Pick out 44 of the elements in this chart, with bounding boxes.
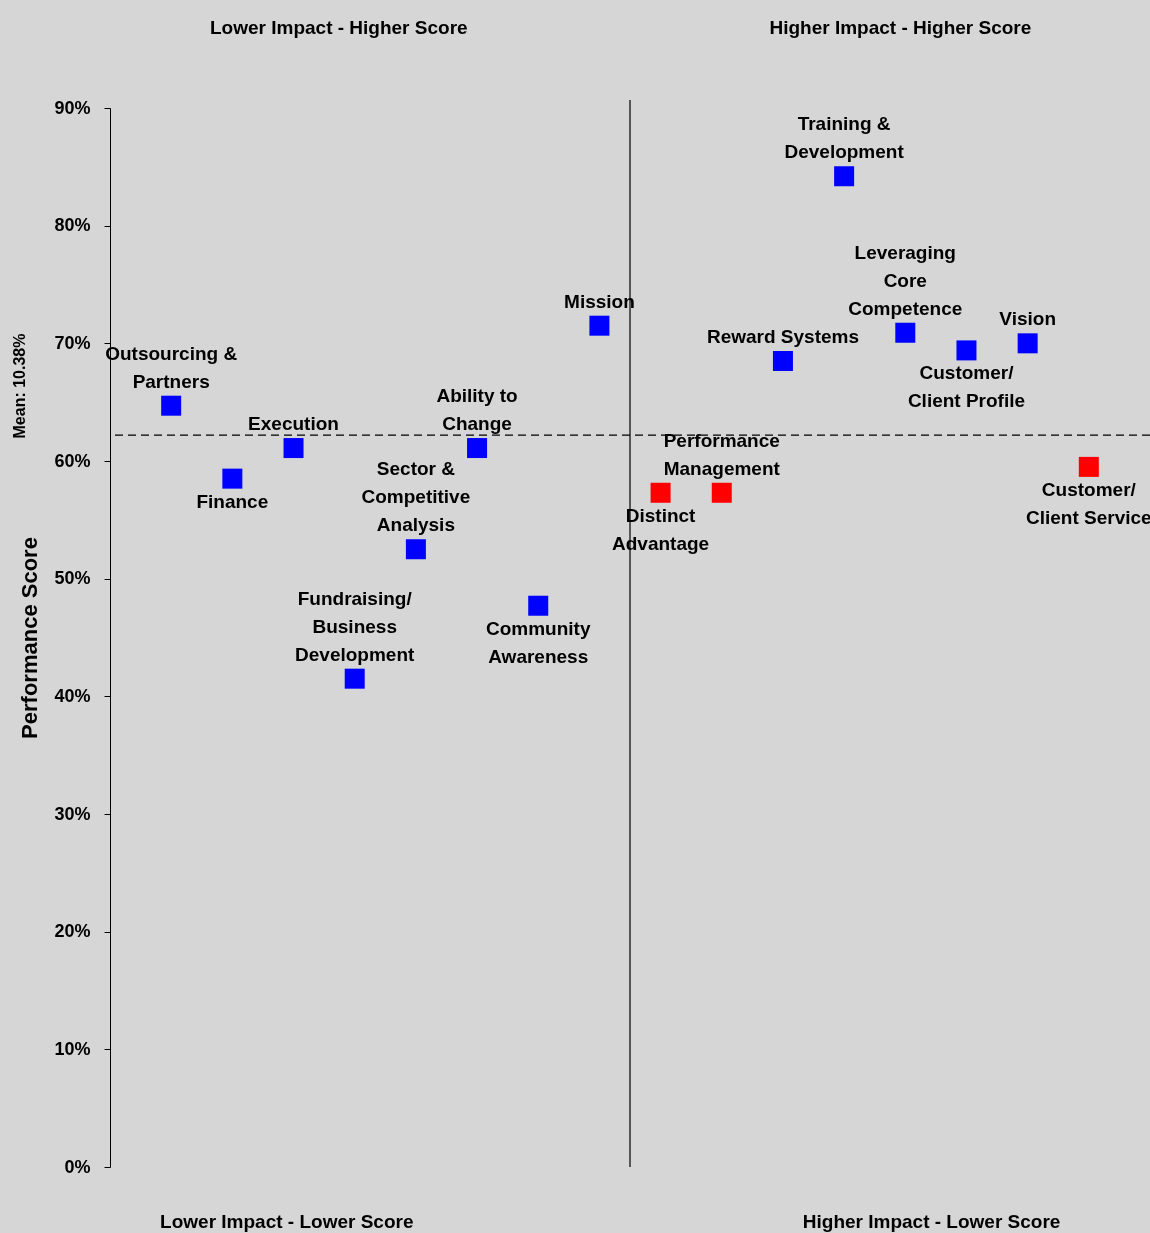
- point: [1017, 333, 1038, 354]
- point: [895, 322, 916, 343]
- point: [834, 166, 855, 187]
- annotation: Training & Development: [784, 113, 905, 163]
- point: [650, 482, 671, 503]
- annotation: Execution: [248, 413, 339, 435]
- annotation: Customer/ Client Profile: [907, 362, 1026, 412]
- point: [161, 395, 182, 416]
- text: Lower Impact - Lower Score: [160, 1211, 414, 1232]
- annotation: Finance: [196, 490, 269, 512]
- point: [528, 595, 549, 616]
- point: [956, 340, 977, 361]
- annotation: Fundraising/ Business Development: [295, 587, 416, 665]
- text: Mean: 10.38%: [11, 333, 28, 439]
- annotation: Vision: [999, 308, 1056, 330]
- point: [772, 350, 793, 371]
- y-tick-label: 40%: [54, 685, 91, 706]
- point: [344, 668, 365, 689]
- annotation: Sector & Competitive Analysis: [361, 458, 471, 536]
- y-tick-label: 10%: [54, 1038, 91, 1059]
- text: Higher Impact - Higher Score: [769, 17, 1032, 38]
- y-tick-label: 90%: [54, 97, 91, 118]
- annotation: Community Awareness: [485, 617, 591, 667]
- y-tick-label: 70%: [54, 332, 91, 353]
- text: Higher Impact - Lower Score: [802, 1211, 1061, 1232]
- point: [467, 438, 488, 459]
- point: [589, 315, 610, 336]
- annotation: Performance Management: [663, 429, 781, 479]
- annotation: Reward Systems: [706, 325, 859, 347]
- annotation: Ability to Change: [436, 385, 518, 435]
- y-tick-label: 60%: [54, 450, 91, 471]
- y-tick-label: 80%: [54, 215, 91, 236]
- text: Lower Impact - Higher Score: [209, 17, 468, 38]
- annotation: Leveraging Core Competence: [848, 241, 963, 319]
- y-tick-label: 50%: [54, 568, 91, 589]
- y-tick-label: 30%: [54, 803, 91, 824]
- point: [283, 438, 304, 459]
- point: [1078, 456, 1099, 477]
- y-tick-label: 20%: [54, 921, 91, 942]
- y-tick-label: 0%: [64, 1156, 91, 1177]
- point: [711, 482, 732, 503]
- point: [405, 539, 426, 560]
- point: [222, 468, 243, 489]
- y-axis-title: Performance Score: [17, 537, 43, 739]
